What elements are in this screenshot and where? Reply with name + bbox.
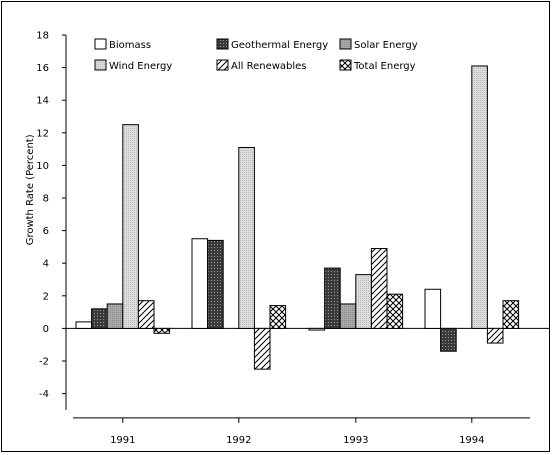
legend-swatch-geothermal-energy <box>216 38 229 50</box>
legend-swatch-total-energy <box>339 59 352 71</box>
y-tick-label: 0 <box>43 324 49 335</box>
bar-biomass-1992 <box>191 238 209 329</box>
bar-all-renewables-1991 <box>137 300 155 329</box>
bar-total-energy-1991 <box>153 327 171 334</box>
x-tick-label: 1992 <box>226 435 251 446</box>
bar-geothermal-energy-1992 <box>207 239 224 329</box>
axes: -4 -2 0 2 4 6 8 10 12 14 16 18 Growth Rate (Percent)… <box>25 31 550 446</box>
y-tick-label: 2 <box>43 291 49 302</box>
x-tick-label: 1994 <box>459 435 484 446</box>
y-tick-label: 12 <box>36 128 49 139</box>
legend-label-geothermal-energy: Geothermal Energy <box>231 40 328 51</box>
legend-swatch-solar-energy <box>339 38 352 50</box>
bar-all-renewables-1993 <box>370 248 388 329</box>
legend-label-total-energy: Total Energy <box>353 61 416 72</box>
bar-all-renewables-1992 <box>253 327 271 370</box>
legend-label-wind-energy: Wind Energy <box>109 61 172 72</box>
bar-biomass-1991 <box>75 321 93 329</box>
bar-all-renewables-1994 <box>486 327 504 344</box>
y-tick-label: 18 <box>36 31 49 42</box>
bar-wind-energy-1994 <box>471 65 488 329</box>
bar-biomass-1994 <box>424 288 442 329</box>
bar-total-energy-1994 <box>502 300 520 329</box>
bar-wind-energy-1991 <box>122 124 139 329</box>
y-tick-label: 8 <box>43 194 49 205</box>
legend: Biomass Geothermal Energy Solar Energy Wind… <box>94 38 418 72</box>
legend-label-all-renewables: All Renewables <box>231 61 307 72</box>
bar-total-energy-1993 <box>386 293 404 329</box>
bar-biomass-1993 <box>308 327 326 331</box>
legend-swatch-all-renewables <box>216 59 229 71</box>
bar-solar-energy-1993 <box>339 303 357 329</box>
y-tick-label: 10 <box>36 161 49 172</box>
legend-swatch-wind-energy <box>94 59 107 71</box>
bar-geothermal-energy-1993 <box>324 267 341 329</box>
y-tick-label: 16 <box>36 63 49 74</box>
x-tick-label: 1993 <box>343 435 368 446</box>
y-tick-label: 4 <box>43 259 49 270</box>
y-tick-label: 6 <box>43 226 49 237</box>
bar-geothermal-energy-1991 <box>91 308 108 329</box>
bar-wind-energy-1992 <box>238 146 255 329</box>
legend-label-solar-energy: Solar Energy <box>354 40 418 51</box>
x-tick-label: 1991 <box>110 435 135 446</box>
bar-total-energy-1992 <box>269 305 287 329</box>
y-tick-label: -2 <box>39 357 49 368</box>
bar-solar-energy-1991 <box>106 303 124 329</box>
y-tick-label: -4 <box>39 389 49 400</box>
bar-geothermal-energy-1994 <box>440 327 457 352</box>
legend-label-biomass: Biomass <box>109 40 151 51</box>
legend-swatch-biomass <box>94 38 107 50</box>
bar-wind-energy-1993 <box>355 274 372 329</box>
y-tick-label: 14 <box>36 96 49 107</box>
y-axis-label: Growth Rate (Percent) <box>25 134 36 245</box>
bars <box>75 65 520 370</box>
